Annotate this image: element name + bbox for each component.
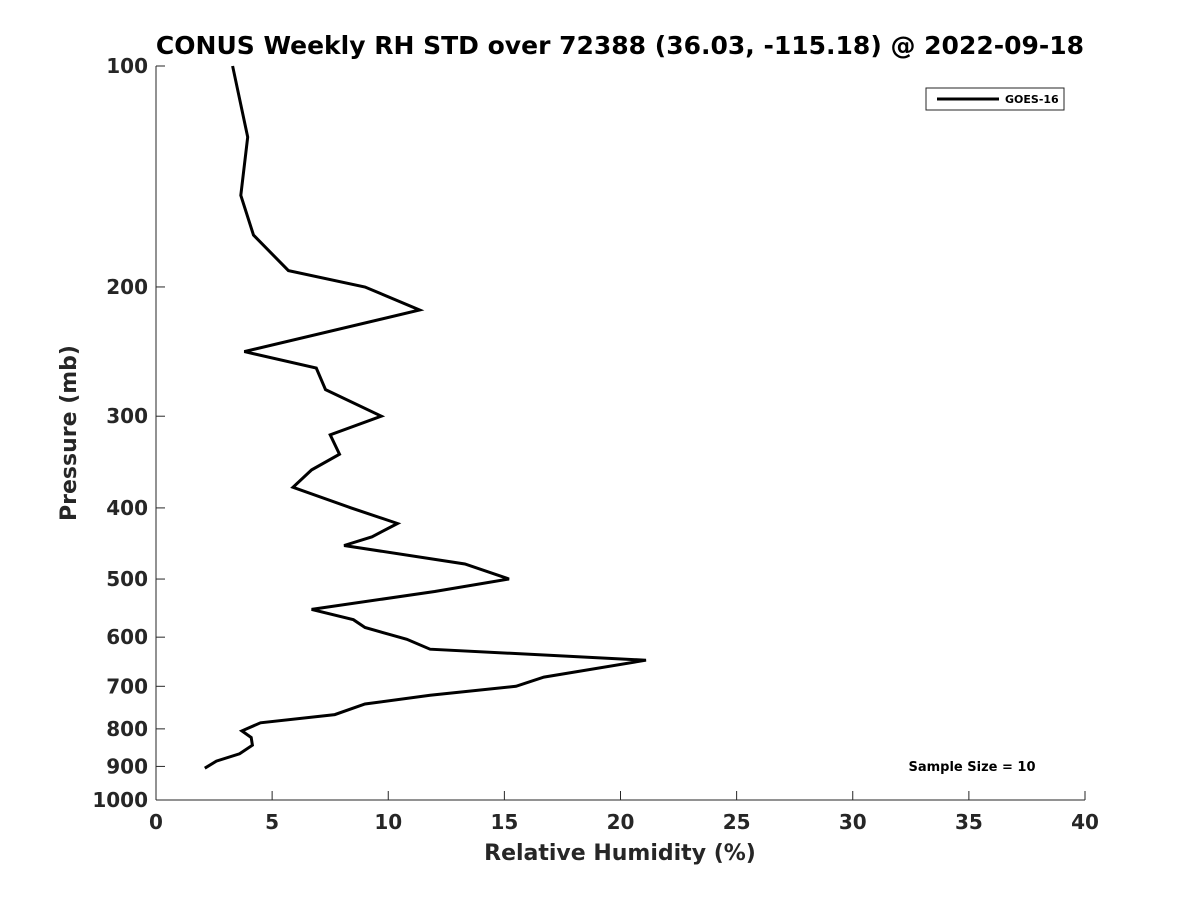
y-tick-label: 800 bbox=[106, 717, 148, 741]
y-tick-label: 600 bbox=[106, 625, 148, 649]
x-tick-label: 40 bbox=[1071, 810, 1099, 834]
y-tick-label: 400 bbox=[106, 496, 148, 520]
y-tick-label: 200 bbox=[106, 275, 148, 299]
y-tick-label: 700 bbox=[106, 674, 148, 698]
chart-title: CONUS Weekly RH STD over 72388 (36.03, -… bbox=[156, 31, 1084, 60]
y-tick-label: 900 bbox=[106, 754, 148, 778]
x-tick-label: 30 bbox=[839, 810, 867, 834]
x-ticks: 0 5 10 15 20 25 30 35 40 bbox=[149, 791, 1099, 834]
x-tick-label: 25 bbox=[723, 810, 751, 834]
x-tick-label: 10 bbox=[374, 810, 402, 834]
x-tick-label: 0 bbox=[149, 810, 163, 834]
series-line-goes-16 bbox=[204, 65, 647, 770]
y-tick-label: 500 bbox=[106, 567, 148, 591]
plot-area: 0 5 10 15 20 25 30 35 40 100 200 300 400 500 600 700 80… bbox=[92, 54, 1099, 834]
x-tick-label: 35 bbox=[955, 810, 983, 834]
x-tick-label: 20 bbox=[607, 810, 635, 834]
x-tick-label: 15 bbox=[490, 810, 518, 834]
x-axis-label: Relative Humidity (%) bbox=[484, 841, 756, 866]
y-tick-label: 100 bbox=[106, 54, 148, 78]
y-tick-label: 1000 bbox=[92, 788, 148, 812]
legend-label: GOES-16 bbox=[1005, 93, 1059, 106]
y-tick-label: 300 bbox=[106, 404, 148, 428]
x-tick-label: 5 bbox=[265, 810, 279, 834]
y-ticks: 100 200 300 400 500 600 700 800 900 1000 bbox=[92, 54, 165, 812]
sample-size-annotation: Sample Size = 10 bbox=[908, 760, 1035, 775]
y-axis-label: Pressure (mb) bbox=[57, 345, 82, 521]
legend: GOES-16 bbox=[925, 87, 1065, 111]
